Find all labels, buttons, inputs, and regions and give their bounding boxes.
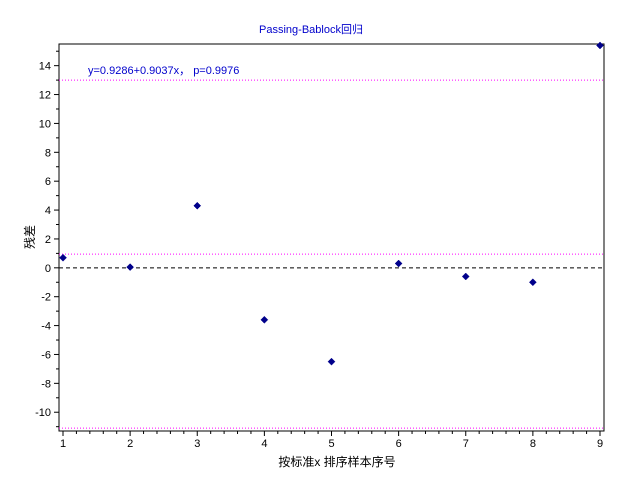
- x-tick-label: 1: [60, 438, 66, 450]
- plot-frame: [58, 43, 605, 432]
- x-tick-label: 2: [127, 438, 133, 450]
- data-point: [394, 259, 403, 268]
- y-tick-label: -6: [41, 349, 51, 361]
- y-tick-label: -4: [41, 321, 51, 333]
- y-tick-label: 4: [45, 205, 51, 217]
- data-point: [126, 263, 134, 271]
- x-tick-label: 5: [328, 438, 334, 450]
- x-tick-label: 7: [463, 438, 469, 450]
- data-points: [59, 41, 604, 366]
- y-tick-label: 6: [45, 176, 51, 188]
- y-tick-label: 12: [39, 90, 51, 102]
- data-point: [529, 278, 537, 287]
- y-tick-label: 14: [39, 61, 51, 73]
- y-tick-label: 10: [39, 118, 51, 130]
- data-point: [596, 41, 604, 50]
- y-tick-label: 0: [45, 263, 51, 275]
- y-tick-label: 8: [45, 147, 51, 159]
- x-axis: 1 2 3 4 5 6 7 8 9: [60, 431, 603, 450]
- y-axis: -10 -8 -6 -4 -2 0 2 4 6 8 10 12 14: [35, 50, 59, 428]
- data-point: [260, 315, 269, 324]
- y-axis-label: 残差: [23, 225, 37, 249]
- regression-equation: y=0.9286+0.9037x， p=0.9976: [88, 65, 239, 77]
- data-point: [327, 357, 336, 366]
- y-tick-label: 2: [45, 234, 51, 246]
- reference-lines: [59, 79, 604, 429]
- y-tick-label: -2: [41, 292, 51, 304]
- x-tick-label: 6: [396, 438, 402, 450]
- y-tick-label: -8: [41, 378, 51, 390]
- x-axis-label: 按标准x 排序样本序号: [278, 454, 395, 469]
- y-tick-label: -10: [35, 407, 51, 419]
- x-tick-label: 8: [530, 438, 536, 450]
- x-tick-label: 4: [261, 438, 267, 450]
- chart-title: Passing-Bablock回归: [259, 22, 363, 36]
- data-point: [59, 253, 67, 262]
- x-tick-label: 9: [597, 438, 603, 450]
- data-point: [193, 201, 202, 210]
- data-point: [461, 272, 470, 281]
- x-tick-label: 3: [194, 438, 200, 450]
